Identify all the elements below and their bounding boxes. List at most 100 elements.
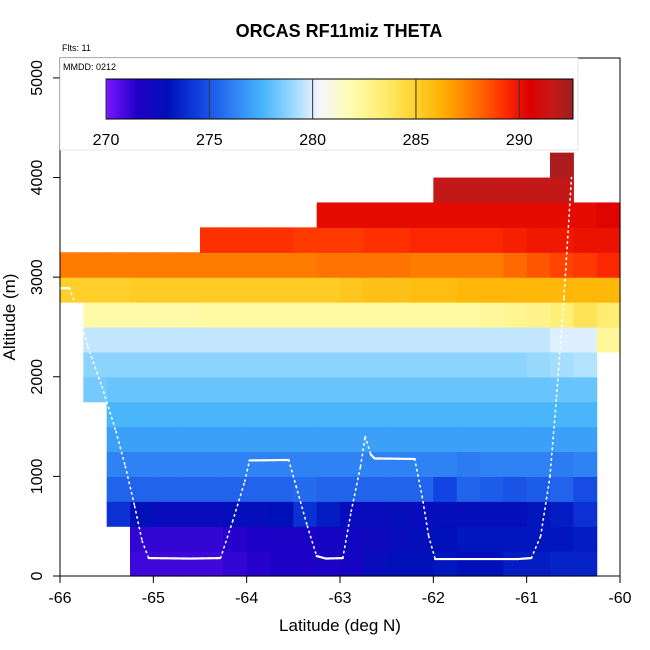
heatmap-cell: [340, 302, 364, 328]
heatmap-cell: [153, 351, 178, 378]
heatmap-cell: [386, 376, 411, 403]
heatmap-cell: [293, 376, 318, 403]
heatmap-cell: [246, 277, 271, 303]
heatmap-cell: [503, 326, 528, 353]
heatmap-cell: [433, 252, 458, 278]
heatmap-cell: [316, 476, 341, 502]
heatmap-cell: [456, 401, 481, 428]
flight-track-segment: [359, 435, 367, 468]
heatmap-cell: [153, 326, 178, 353]
heatmap-cell: [223, 302, 248, 328]
y-tick-label: 0: [29, 571, 46, 580]
heatmap-cell: [106, 476, 131, 502]
colorbar-tick-label: 280: [299, 132, 326, 149]
heatmap-cell: [106, 401, 131, 428]
heatmap-cell: [526, 476, 551, 502]
heatmap-cell: [503, 376, 528, 403]
colorbar-tick-label: 270: [93, 132, 120, 149]
heatmap-cell: [246, 426, 271, 453]
heatmap-cell: [386, 451, 411, 477]
heatmap-cell: [246, 451, 271, 477]
heatmap-cell: [410, 476, 434, 502]
heatmap-cell: [526, 376, 551, 403]
flight-track-segment: [219, 520, 234, 559]
heatmap-cell: [573, 551, 598, 577]
heatmap-cell: [363, 551, 388, 577]
heatmap-cell: [246, 501, 271, 527]
heatmap-cell: [153, 451, 178, 477]
heatmap-cell: [270, 376, 294, 403]
heatmap-cell: [433, 376, 458, 403]
heatmap-cells: [60, 152, 621, 577]
heatmap-cell: [200, 252, 224, 278]
heatmap-cell: [200, 501, 224, 527]
heatmap-cell: [386, 252, 411, 278]
heatmap-cell: [550, 376, 574, 403]
heatmap-cell: [456, 451, 481, 477]
heatmap-cell: [363, 202, 388, 228]
heatmap-cell: [316, 551, 341, 577]
heatmap-cell: [83, 302, 108, 328]
heatmap-cell: [410, 227, 434, 253]
heatmap-cell: [106, 277, 131, 303]
heatmap-cell: [223, 451, 248, 477]
heatmap-cell: [480, 252, 504, 278]
heatmap-cell: [176, 252, 201, 278]
heatmap-cell: [503, 476, 528, 502]
heatmap-cell: [176, 451, 201, 477]
heatmap-cell: [480, 426, 504, 453]
flight-track-segment: [315, 554, 328, 560]
heatmap-cell: [503, 302, 528, 328]
heatmap-cell: [270, 501, 294, 527]
heatmap-cell: [550, 202, 574, 228]
heatmap-cell: [480, 476, 504, 502]
heatmap-cell: [526, 501, 551, 527]
x-axis: -66 -65 -64 -63 -62 -61 -60: [48, 575, 632, 607]
heatmap-cell: [153, 277, 178, 303]
heatmap-cell: [176, 376, 201, 403]
heatmap-cell: [83, 351, 108, 378]
heatmap-cell: [223, 401, 248, 428]
heatmap-cell: [550, 501, 574, 527]
heatmap-cell: [433, 476, 458, 502]
heatmap-cell: [293, 426, 318, 453]
heatmap-cell: [526, 202, 551, 228]
heatmap-cell: [596, 302, 621, 328]
heatmap-cell: [433, 526, 458, 552]
heatmap-cell: [433, 551, 458, 577]
heatmap-cell: [363, 476, 388, 502]
heatmap-cell: [60, 252, 84, 278]
heatmap-cell: [433, 501, 458, 527]
heatmap-cell: [480, 302, 504, 328]
heatmap-cell: [270, 277, 294, 303]
heatmap-cell: [410, 551, 434, 577]
heatmap-cell: [573, 252, 598, 278]
heatmap-cell: [573, 227, 598, 253]
heatmap-cell: [200, 526, 224, 552]
heatmap-cell: [246, 551, 271, 577]
flight-track-segment: [133, 505, 143, 542]
heatmap-cell: [550, 476, 574, 502]
heatmap-cell: [503, 252, 528, 278]
x-tick-label: -60: [608, 590, 631, 607]
heatmap-cell: [456, 376, 481, 403]
heatmap-cell: [340, 351, 364, 378]
heatmap-cell: [503, 177, 528, 204]
heatmap-cell: [456, 551, 481, 577]
flight-track-segment: [413, 458, 423, 498]
heatmap-cell: [130, 277, 154, 303]
heatmap-cell: [106, 501, 131, 527]
heatmap-cell: [246, 326, 271, 353]
heatmap-cell: [153, 551, 178, 577]
heatmap-cell: [480, 551, 504, 577]
heatmap-cell: [176, 326, 201, 353]
heatmap-cell: [176, 302, 201, 328]
heatmap-cell: [386, 526, 411, 552]
heatmap-cell: [340, 252, 364, 278]
flight-track-segment: [231, 480, 246, 523]
heatmap-cell: [363, 526, 388, 552]
heatmap-cell: [433, 326, 458, 353]
heatmap-cell: [410, 302, 434, 328]
heatmap-cell: [246, 302, 271, 328]
heatmap-cell: [410, 376, 434, 403]
